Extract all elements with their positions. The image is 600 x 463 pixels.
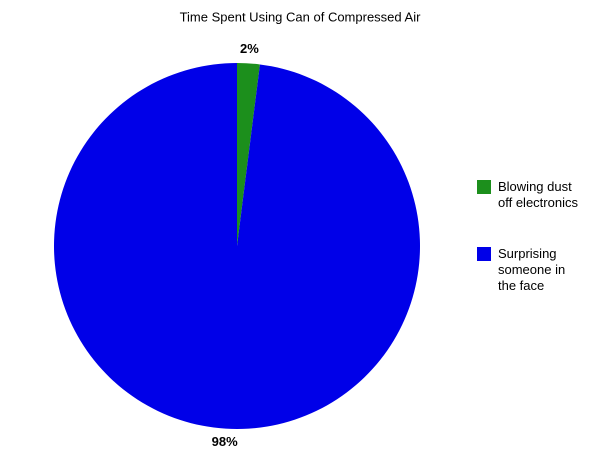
pie-slice <box>237 63 260 246</box>
slice-label: 2% <box>240 41 259 56</box>
chart-title: Time Spent Using Can of Compressed Air <box>180 9 422 24</box>
legend-item: Blowing dust off electronics <box>477 179 578 211</box>
legend-swatch <box>477 247 491 261</box>
legend-item: Surprising someone in the face <box>477 246 578 294</box>
legend-label: Surprising someone in the face <box>498 246 566 293</box>
pie-slice <box>53 63 420 429</box>
legend-swatch <box>477 180 491 194</box>
slice-label: 98% <box>212 434 238 449</box>
legend-label: Blowing dust off electronics <box>498 179 578 210</box>
